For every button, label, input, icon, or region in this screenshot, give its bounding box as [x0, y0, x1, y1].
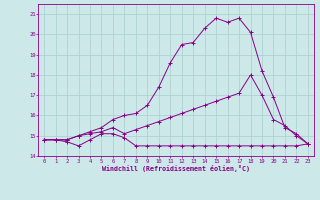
X-axis label: Windchill (Refroidissement éolien,°C): Windchill (Refroidissement éolien,°C)	[102, 165, 250, 172]
